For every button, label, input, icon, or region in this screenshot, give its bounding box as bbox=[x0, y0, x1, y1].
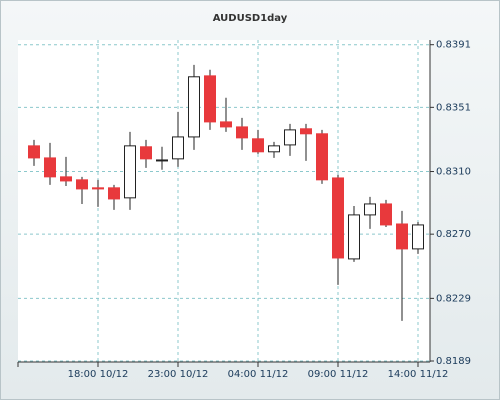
x-tick-label: 23:00 10/12 bbox=[148, 369, 209, 380]
candle-body bbox=[348, 214, 360, 260]
candle-body bbox=[60, 176, 72, 182]
candle-body bbox=[76, 179, 88, 190]
x-tick-label: 18:00 10/12 bbox=[68, 369, 129, 380]
x-tick-label: 04:00 11/12 bbox=[228, 369, 289, 380]
y-tick-label: 0.8229 bbox=[436, 293, 471, 304]
y-tick-label: 0.8189 bbox=[436, 356, 471, 367]
candle-body bbox=[28, 145, 40, 159]
candle-body bbox=[380, 203, 392, 226]
plot-area bbox=[18, 40, 430, 362]
chart-title: AUDUSD1day bbox=[213, 13, 288, 24]
candle-body bbox=[156, 159, 168, 162]
x-tick-label: 14:00 11/12 bbox=[388, 369, 449, 380]
candle-body bbox=[396, 223, 408, 250]
candle-body bbox=[300, 128, 312, 135]
candle-body bbox=[140, 146, 152, 160]
y-tick-label: 0.8310 bbox=[436, 167, 471, 178]
y-tick-label: 0.8391 bbox=[436, 40, 471, 51]
y-tick-label: 0.8351 bbox=[436, 102, 471, 113]
candle-body bbox=[172, 136, 184, 160]
candle-body bbox=[332, 177, 344, 259]
candle-body bbox=[204, 75, 216, 123]
candle-body bbox=[284, 129, 296, 146]
candle-body bbox=[124, 145, 136, 199]
candle-body bbox=[252, 138, 264, 153]
candle-body bbox=[412, 224, 424, 250]
candle-body bbox=[92, 187, 104, 190]
candle-body bbox=[220, 121, 232, 128]
candle-body bbox=[236, 126, 248, 139]
candle-body bbox=[316, 133, 328, 181]
candle-body bbox=[108, 187, 120, 200]
candle-body bbox=[188, 76, 200, 138]
y-tick-label: 0.8270 bbox=[436, 229, 471, 240]
x-tick-label: 09:00 11/12 bbox=[308, 369, 369, 380]
candle-body bbox=[44, 157, 56, 178]
candle-body bbox=[268, 145, 280, 153]
candle-body bbox=[364, 203, 376, 216]
